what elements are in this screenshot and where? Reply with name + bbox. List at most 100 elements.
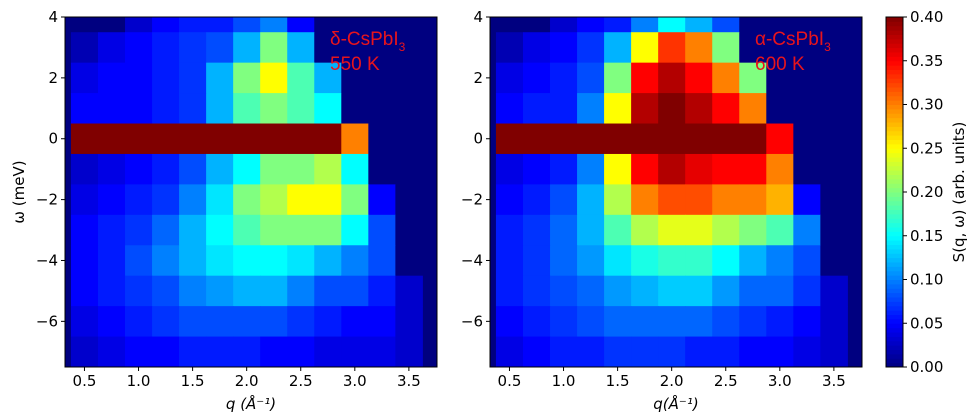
- heatmap-cell: [522, 153, 551, 185]
- heatmap-cell: [314, 32, 342, 64]
- colorbar-tick-label: 0.20: [910, 183, 943, 201]
- heatmap-cell: [125, 153, 153, 185]
- heatmap-cell: [125, 245, 153, 277]
- heatmap-cell: [739, 93, 767, 125]
- colorbar-swatch: [886, 279, 903, 285]
- heatmap-cell: [125, 336, 153, 367]
- heatmap-cell: [522, 123, 551, 155]
- colorbar-tick-label: 0.40: [910, 8, 943, 26]
- y-axis-label: ω (meV): [10, 160, 28, 223]
- heatmap-cell: [658, 306, 686, 338]
- heatmap-cell: [70, 153, 99, 185]
- heatmap-cell: [206, 123, 234, 155]
- heatmap-cell: [820, 153, 848, 185]
- heatmap-cell: [631, 214, 659, 246]
- heatmap-cell: [97, 214, 126, 246]
- heatmap-cell: [685, 17, 713, 33]
- heatmap-cell: [287, 123, 315, 155]
- heatmap-cell: [604, 275, 632, 307]
- heatmap-cell: [314, 245, 342, 277]
- heatmap-cell: [658, 17, 686, 33]
- heatmap-cell: [152, 17, 180, 33]
- colorbar-swatch: [886, 25, 903, 31]
- heatmap-cell: [820, 245, 848, 277]
- y-tick-label: −2: [36, 191, 58, 209]
- heatmap-cell: [495, 275, 524, 307]
- heatmap-cell: [685, 336, 713, 367]
- heatmap-cell: [70, 123, 99, 155]
- colorbar-swatch: [886, 161, 903, 167]
- heatmap-cell: [793, 184, 821, 216]
- heatmap-cell: [152, 306, 180, 338]
- heatmap-cell: [550, 153, 578, 185]
- heatmap-cell: [206, 184, 234, 216]
- heatmap-cell: [368, 336, 396, 367]
- heatmap-cell: [604, 93, 632, 125]
- x-tick-label: 2.0: [235, 372, 259, 390]
- heatmap-cell: [658, 32, 686, 64]
- heatmap-cell: [314, 17, 342, 33]
- heatmap-cell: [550, 306, 578, 338]
- heatmap-cell: [577, 184, 605, 216]
- heatmap-cell: [631, 17, 659, 33]
- heatmap-cell: [793, 214, 821, 246]
- heatmap-cell: [233, 32, 261, 64]
- heatmap-cell: [260, 275, 288, 307]
- heatmap-cell: [341, 32, 369, 64]
- heatmap-cell: [739, 17, 767, 33]
- colorbar-swatch: [886, 288, 903, 294]
- colorbar-swatch: [886, 108, 903, 114]
- heatmap-cell: [97, 275, 126, 307]
- heatmap-cell: [233, 62, 261, 94]
- colorbar-swatch: [886, 78, 903, 84]
- heatmap-cell: [341, 17, 369, 33]
- heatmap-cell: [125, 184, 153, 216]
- colorbar-swatch: [886, 87, 903, 92]
- heatmap-cell: [206, 275, 234, 307]
- heatmap-cell: [70, 275, 99, 307]
- heatmap-cell: [631, 32, 659, 64]
- heatmap-cell: [287, 153, 315, 185]
- heatmap-cell: [495, 62, 524, 94]
- heatmap-cell: [739, 275, 767, 307]
- heatmap-cell: [125, 123, 153, 155]
- colorbar-swatch: [886, 218, 903, 224]
- heatmap-cell: [658, 62, 686, 94]
- heatmap-cell: [820, 32, 848, 64]
- heatmap-cell: [685, 153, 713, 185]
- heatmap-cell: [631, 153, 659, 185]
- colorbar-swatch: [886, 139, 903, 145]
- heatmap-cell: [766, 62, 794, 94]
- heatmap-cell: [712, 245, 740, 277]
- colorbar-swatch: [886, 305, 903, 311]
- heatmap-cell: [314, 62, 342, 94]
- heatmap-cell: [260, 17, 288, 33]
- colorbar-swatch: [886, 336, 903, 342]
- heatmap-cell: [577, 17, 605, 33]
- heatmap-cell: [604, 306, 632, 338]
- heatmap-cell: [604, 336, 632, 367]
- colorbar-swatch: [886, 349, 903, 355]
- heatmap-cell: [631, 184, 659, 216]
- heatmap-cell: [179, 336, 207, 367]
- heatmap-cell: [550, 336, 578, 367]
- heatmap-cell: [179, 245, 207, 277]
- colorbar-tick-label: 0.00: [910, 358, 943, 376]
- heatmap-cell: [495, 123, 524, 155]
- colorbar-swatch: [886, 178, 903, 184]
- colorbar-swatch: [886, 21, 903, 27]
- y-tick-label: −6: [36, 312, 58, 330]
- heatmap-cell: [368, 275, 396, 307]
- colorbar-swatch: [886, 34, 903, 40]
- heatmap-cell: [314, 275, 342, 307]
- heatmap-cell: [685, 275, 713, 307]
- x-tick-label: 3.0: [343, 372, 367, 390]
- heatmap-cell: [395, 214, 423, 246]
- colorbar-swatch: [886, 297, 903, 302]
- heatmap-cell: [685, 32, 713, 64]
- heatmap-cell: [368, 214, 396, 246]
- colorbar-swatch: [886, 244, 903, 250]
- heatmap-cell: [712, 153, 740, 185]
- heatmap-cell: [368, 184, 396, 216]
- heatmap-cell: [604, 32, 632, 64]
